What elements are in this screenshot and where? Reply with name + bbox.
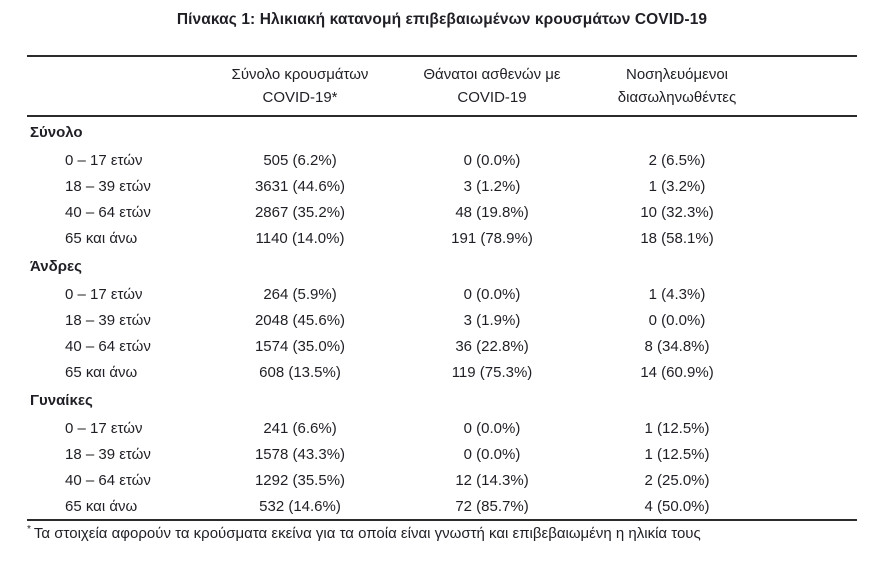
table-row: 0 – 17 ετών 505 (6.2%) 0 (0.0%) 2 (6.5%) (27, 147, 857, 173)
covid-age-table: Σύνολο κρουσμάτων COVID-19* Θάνατοι ασθε… (27, 55, 857, 521)
cases-cell: 1574 (35.0%) (254, 337, 346, 355)
header-line: Νοσηλευόμενοι (625, 66, 728, 83)
cases-cell: 3631 (44.6%) (254, 177, 346, 195)
intubated-cell: 2 (6.5%) (648, 151, 706, 169)
age-group-label: 40 – 64 ετών (65, 203, 151, 221)
header-empty (27, 56, 197, 116)
intubated-cell: 0 (0.0%) (648, 311, 706, 329)
table-row: 0 – 17 ετών 241 (6.6%) 0 (0.0%) 1 (12.5%… (27, 415, 857, 441)
deaths-cell: 36 (22.8%) (455, 337, 529, 355)
cases-cell: 241 (6.6%) (263, 419, 337, 437)
deaths-cell: 0 (0.0%) (463, 419, 521, 437)
deaths-cell: 12 (14.3%) (455, 471, 529, 489)
filler-cell (773, 359, 857, 385)
table-row: 65 και άνω 532 (14.6%) 72 (85.7%) 4 (50.… (27, 493, 857, 520)
cases-cell: 532 (14.6%) (259, 497, 341, 515)
intubated-cell: 1 (4.3%) (648, 285, 706, 303)
header-intubated: Νοσηλευόμενοι διασωληνωθέντες (581, 56, 773, 116)
age-group-label: 40 – 64 ετών (65, 471, 151, 489)
age-group-label: 65 και άνω (65, 229, 138, 247)
filler-cell (773, 415, 857, 441)
age-group-label: 40 – 64 ετών (65, 337, 151, 355)
age-group-label: 0 – 17 ετών (65, 419, 143, 437)
cases-cell: 1140 (14.0%) (255, 229, 345, 247)
filler-cell (773, 493, 857, 520)
header-line: COVID-19* (262, 89, 338, 106)
table-row: 40 – 64 ετών 1574 (35.0%) 36 (22.8%) 8 (… (27, 333, 857, 359)
age-group-label: 0 – 17 ετών (65, 151, 143, 169)
table-row: 18 – 39 ετών 1578 (43.3%) 0 (0.0%) 1 (12… (27, 441, 857, 467)
cases-cell: 505 (6.2%) (263, 151, 337, 169)
cases-cell: 264 (5.9%) (263, 285, 337, 303)
table-footnote: * Τα στοιχεία αφορούν τα κρούσματα εκείνα… (27, 524, 880, 542)
table-row: 40 – 64 ετών 2867 (35.2%) 48 (19.8%) 10 … (27, 199, 857, 225)
table-row: 0 – 17 ετών 264 (5.9%) 0 (0.0%) 1 (4.3%) (27, 281, 857, 307)
filler-cell (773, 173, 857, 199)
deaths-cell: 3 (1.9%) (463, 311, 521, 329)
data-table: Σύνολο κρουσμάτων COVID-19* Θάνατοι ασθε… (27, 55, 857, 521)
cases-cell: 1292 (35.5%) (254, 471, 346, 489)
intubated-cell: 4 (50.0%) (644, 497, 710, 515)
deaths-cell: 119 (75.3%) (451, 363, 533, 381)
filler-cell (773, 147, 857, 173)
intubated-cell: 18 (58.1%) (640, 229, 714, 247)
age-group-label: 18 – 39 ετών (65, 177, 151, 195)
filler-cell (773, 199, 857, 225)
table-title: Πίνακας 1: Ηλικιακή κατανομή επιβεβαιωμέ… (176, 11, 708, 28)
header-line: Σύνολο κρουσμάτων (231, 66, 369, 83)
intubated-cell: 2 (25.0%) (644, 471, 710, 489)
intubated-cell: 10 (32.3%) (640, 203, 714, 221)
age-group-label: 65 και άνω (65, 497, 138, 515)
filler-cell (773, 307, 857, 333)
section-row-women: Γυναίκες (27, 385, 857, 415)
age-group-label: 65 και άνω (65, 363, 138, 381)
table-header: Σύνολο κρουσμάτων COVID-19* Θάνατοι ασθε… (27, 56, 857, 116)
deaths-cell: 0 (0.0%) (463, 151, 521, 169)
footnote-asterisk: * (27, 524, 31, 535)
section-row-men: Άνδρες (27, 251, 857, 281)
header-deaths: Θάνατοι ασθενών με COVID-19 (403, 56, 581, 116)
intubated-cell: 8 (34.8%) (644, 337, 710, 355)
cases-cell: 2048 (45.6%) (254, 311, 346, 329)
filler-cell (773, 441, 857, 467)
cases-cell: 1578 (43.3%) (254, 445, 346, 463)
table-row: 65 και άνω 1140 (14.0%) 191 (78.9%) 18 (… (27, 225, 857, 251)
age-group-label: 0 – 17 ετών (65, 285, 143, 303)
cases-cell: 2867 (35.2%) (254, 203, 346, 221)
intubated-cell: 14 (60.9%) (640, 363, 714, 381)
header-row: Σύνολο κρουσμάτων COVID-19* Θάνατοι ασθε… (27, 56, 857, 116)
table-row: 65 και άνω 608 (13.5%) 119 (75.3%) 14 (6… (27, 359, 857, 385)
intubated-cell: 1 (12.5%) (644, 445, 710, 463)
filler-cell (773, 467, 857, 493)
age-group-label: 18 – 39 ετών (65, 311, 151, 329)
filler-cell (773, 281, 857, 307)
deaths-cell: 0 (0.0%) (463, 285, 521, 303)
deaths-cell: 3 (1.2%) (463, 177, 521, 195)
header-line: COVID-19 (457, 89, 527, 106)
header-filler (773, 56, 857, 116)
section-label: Γυναίκες (30, 391, 93, 409)
filler-cell (773, 333, 857, 359)
deaths-cell: 0 (0.0%) (463, 445, 521, 463)
table-row: 18 – 39 ετών 3631 (44.6%) 3 (1.2%) 1 (3.… (27, 173, 857, 199)
table-row: 40 – 64 ετών 1292 (35.5%) 12 (14.3%) 2 (… (27, 467, 857, 493)
section-label: Σύνολο (30, 123, 83, 141)
header-total-cases: Σύνολο κρουσμάτων COVID-19* (197, 56, 403, 116)
section-label: Άνδρες (30, 257, 82, 275)
deaths-cell: 191 (78.9%) (451, 229, 533, 247)
age-group-label: 18 – 39 ετών (65, 445, 151, 463)
footnote-text: Τα στοιχεία αφορούν τα κρούσματα εκείνα … (33, 525, 701, 542)
cases-cell: 608 (13.5%) (259, 363, 341, 381)
table-row: 18 – 39 ετών 2048 (45.6%) 3 (1.9%) 0 (0.… (27, 307, 857, 333)
intubated-cell: 1 (12.5%) (644, 419, 710, 437)
deaths-cell: 48 (19.8%) (455, 203, 529, 221)
section-row-total: Σύνολο (27, 116, 857, 147)
filler-cell (773, 225, 857, 251)
header-line: διασωληνωθέντες (617, 89, 737, 106)
table-body: Σύνολο 0 – 17 ετών 505 (6.2%) 0 (0.0%) 2… (27, 116, 857, 520)
header-line: Θάνατοι ασθενών με (423, 66, 561, 83)
deaths-cell: 72 (85.7%) (455, 497, 529, 515)
intubated-cell: 1 (3.2%) (648, 177, 706, 195)
